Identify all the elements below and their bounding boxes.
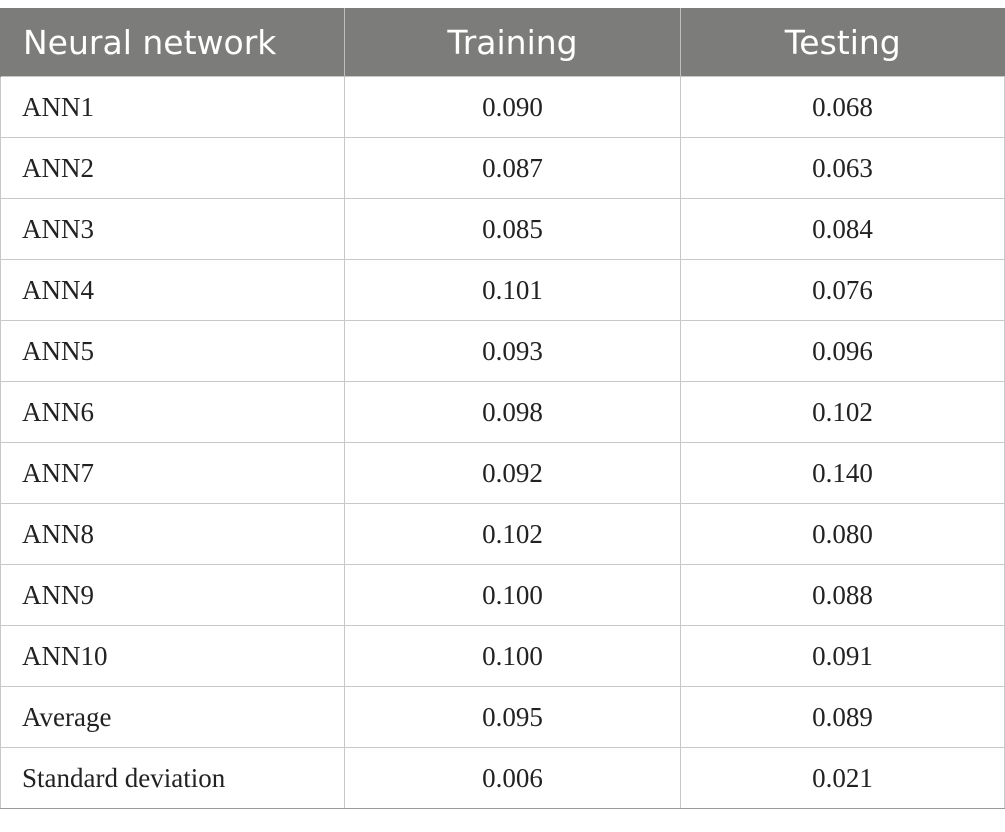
header-testing: Testing: [680, 8, 1005, 77]
table-row: ANN10 0.100 0.091: [0, 625, 1005, 687]
cell-training: 0.101: [344, 259, 681, 321]
cell-testing: 0.140: [680, 442, 1005, 504]
cell-testing: 0.088: [680, 564, 1005, 626]
cell-testing: 0.091: [680, 625, 1005, 687]
cell-network: Standard deviation: [0, 747, 345, 809]
table-container: Neural network Training Testing ANN1 0.09…: [0, 8, 1005, 809]
cell-testing: 0.096: [680, 320, 1005, 382]
cell-testing: 0.021: [680, 747, 1005, 809]
cell-training: 0.100: [344, 564, 681, 626]
cell-testing: 0.089: [680, 686, 1005, 748]
table-row: Standard deviation 0.006 0.021: [0, 747, 1005, 809]
cell-training: 0.100: [344, 625, 681, 687]
cell-network: ANN5: [0, 320, 345, 382]
table-row: ANN4 0.101 0.076: [0, 259, 1005, 321]
cell-training: 0.095: [344, 686, 681, 748]
cell-training: 0.090: [344, 76, 681, 138]
table-header: Neural network Training Testing: [0, 8, 1005, 77]
cell-testing: 0.076: [680, 259, 1005, 321]
table-row: ANN8 0.102 0.080: [0, 503, 1005, 565]
cell-network: Average: [0, 686, 345, 748]
table-row: ANN5 0.093 0.096: [0, 320, 1005, 382]
cell-network: ANN6: [0, 381, 345, 443]
cell-testing: 0.068: [680, 76, 1005, 138]
cell-network: ANN7: [0, 442, 345, 504]
cell-training: 0.087: [344, 137, 681, 199]
table-row: ANN3 0.085 0.084: [0, 198, 1005, 260]
cell-testing: 0.080: [680, 503, 1005, 565]
header-row: Neural network Training Testing: [0, 8, 1005, 77]
table-row: Average 0.095 0.089: [0, 686, 1005, 748]
table-row: ANN9 0.100 0.088: [0, 564, 1005, 626]
cell-network: ANN1: [0, 76, 345, 138]
cell-network: ANN10: [0, 625, 345, 687]
cell-training: 0.085: [344, 198, 681, 260]
cell-network: ANN3: [0, 198, 345, 260]
header-training: Training: [344, 8, 681, 77]
cell-training: 0.006: [344, 747, 681, 809]
table-row: ANN7 0.092 0.140: [0, 442, 1005, 504]
cell-training: 0.093: [344, 320, 681, 382]
cell-training: 0.092: [344, 442, 681, 504]
cell-network: ANN4: [0, 259, 345, 321]
results-table: Neural network Training Testing ANN1 0.09…: [0, 8, 1005, 809]
cell-network: ANN9: [0, 564, 345, 626]
table-body: ANN1 0.090 0.068 ANN2 0.087 0.063 ANN3 0.085 0.0…: [0, 76, 1005, 809]
table-row: ANN2 0.087 0.063: [0, 137, 1005, 199]
cell-network: ANN2: [0, 137, 345, 199]
table-row: ANN1 0.090 0.068: [0, 76, 1005, 138]
cell-network: ANN8: [0, 503, 345, 565]
header-neural-network: Neural network: [0, 8, 345, 77]
cell-training: 0.102: [344, 503, 681, 565]
table-row: ANN6 0.098 0.102: [0, 381, 1005, 443]
cell-testing: 0.063: [680, 137, 1005, 199]
cell-testing: 0.084: [680, 198, 1005, 260]
cell-training: 0.098: [344, 381, 681, 443]
cell-testing: 0.102: [680, 381, 1005, 443]
